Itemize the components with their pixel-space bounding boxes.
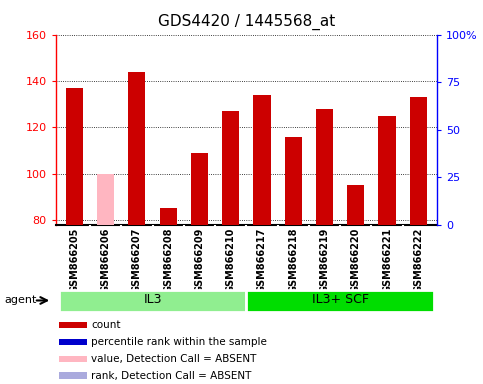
Text: value, Detection Call = ABSENT: value, Detection Call = ABSENT <box>91 354 257 364</box>
Bar <box>191 153 208 225</box>
Bar <box>379 116 396 225</box>
Text: GSM866209: GSM866209 <box>195 228 204 293</box>
Text: GSM866210: GSM866210 <box>226 228 236 293</box>
Bar <box>59 372 87 379</box>
Text: GSM866206: GSM866206 <box>100 228 111 293</box>
Text: GSM866207: GSM866207 <box>132 228 142 293</box>
Text: GSM866219: GSM866219 <box>320 228 329 293</box>
Bar <box>59 339 87 345</box>
Bar <box>246 290 434 312</box>
Bar <box>254 95 270 225</box>
Bar <box>316 109 333 225</box>
Bar <box>58 290 246 312</box>
Text: GSM866217: GSM866217 <box>257 228 267 293</box>
Text: GSM866218: GSM866218 <box>288 228 298 293</box>
Bar <box>222 111 239 225</box>
Text: GSM866208: GSM866208 <box>163 228 173 293</box>
Bar <box>66 88 83 225</box>
Title: GDS4420 / 1445568_at: GDS4420 / 1445568_at <box>158 14 335 30</box>
Text: rank, Detection Call = ABSENT: rank, Detection Call = ABSENT <box>91 371 252 381</box>
Text: GSM866222: GSM866222 <box>413 228 423 293</box>
Text: IL3+ SCF: IL3+ SCF <box>312 293 369 306</box>
Text: agent: agent <box>5 295 37 306</box>
Text: GSM866220: GSM866220 <box>351 228 361 293</box>
Text: percentile rank within the sample: percentile rank within the sample <box>91 337 267 347</box>
Bar <box>347 185 364 225</box>
Bar <box>128 72 145 225</box>
Text: IL3: IL3 <box>143 293 162 306</box>
Bar <box>59 322 87 328</box>
Bar <box>159 209 177 225</box>
Bar <box>284 137 302 225</box>
Bar <box>97 174 114 225</box>
Text: GSM866221: GSM866221 <box>382 228 392 293</box>
Bar <box>410 97 427 225</box>
Text: count: count <box>91 320 121 330</box>
Bar <box>59 356 87 362</box>
Text: GSM866205: GSM866205 <box>70 228 79 293</box>
